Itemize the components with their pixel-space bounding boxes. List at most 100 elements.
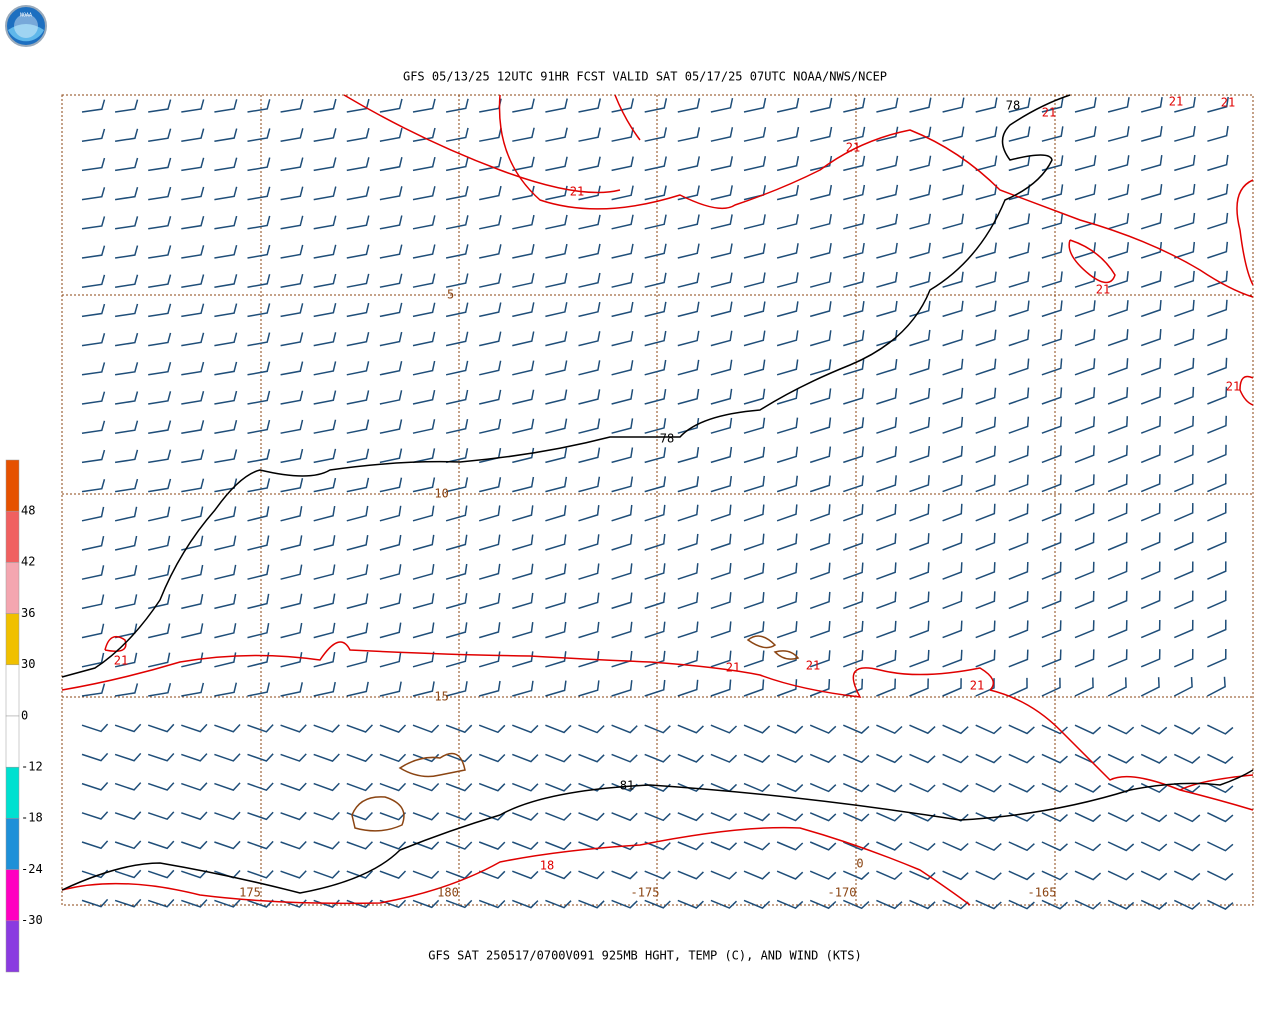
wind-barb — [545, 505, 567, 522]
wind-barb — [909, 387, 931, 405]
wind-barb — [1140, 445, 1161, 464]
wind-barb — [1140, 329, 1162, 347]
colorbar-label: -30 — [21, 913, 43, 927]
wind-barb — [843, 475, 864, 493]
wind-barb — [247, 682, 271, 697]
wind-barb — [776, 243, 799, 259]
wind-barb — [843, 242, 865, 259]
wind-barb — [181, 869, 208, 879]
wind-barb — [412, 651, 435, 668]
wind-barb — [1174, 241, 1196, 259]
wind-barb — [1008, 184, 1031, 201]
wind-barb — [1207, 502, 1227, 522]
wind-barb — [909, 416, 931, 434]
wind-barb — [743, 388, 766, 405]
wind-barb — [379, 505, 402, 522]
wind-barb — [479, 127, 502, 142]
wind-barb — [445, 681, 468, 697]
wind-barb — [478, 622, 501, 639]
wind-barb — [677, 724, 704, 734]
wind-barb — [445, 302, 469, 318]
wind-barb — [1174, 212, 1196, 230]
wind-barb — [147, 869, 175, 879]
wind-barb — [1174, 299, 1195, 318]
wind-barb — [1207, 724, 1234, 735]
wind-barb — [1140, 532, 1161, 551]
temperature-contour — [343, 94, 621, 194]
wind-barb — [313, 448, 337, 464]
wind-barb — [545, 302, 568, 318]
wind-barb — [876, 271, 898, 288]
wind-barb — [81, 303, 106, 318]
wind-barb — [578, 98, 602, 113]
colorbar-label: -18 — [21, 811, 43, 825]
temperature-contour — [104, 635, 127, 652]
wind-barb — [975, 812, 1002, 822]
wind-barb — [644, 214, 667, 230]
wind-barb — [214, 186, 238, 201]
wind-barb — [1041, 620, 1062, 639]
wind-barb — [644, 899, 671, 909]
wind-barb — [909, 213, 932, 230]
wind-barb — [1107, 300, 1129, 318]
wind-barb — [876, 446, 898, 464]
wind-barb — [247, 215, 271, 230]
wind-barb — [412, 477, 436, 493]
wind-barb — [1041, 532, 1062, 551]
wind-barb — [1041, 358, 1063, 376]
wind-barb — [611, 330, 634, 347]
wind-barb — [346, 753, 373, 763]
wind-barb — [942, 503, 963, 522]
wind-barb — [313, 419, 337, 434]
wind-barb — [379, 477, 403, 493]
wind-barb — [843, 330, 865, 347]
wind-barb — [1074, 870, 1102, 881]
wind-barb — [379, 244, 403, 259]
wind-barb — [1041, 753, 1068, 764]
contour-label: 21 — [970, 679, 984, 693]
temperature-contour — [1239, 375, 1254, 406]
wind-barb — [1107, 387, 1129, 405]
colorbar-swatch — [5, 818, 20, 870]
wind-barb — [445, 360, 469, 376]
wind-barb — [1140, 677, 1160, 697]
wind-barb — [1074, 812, 1102, 823]
wind-barb — [776, 155, 800, 172]
wind-barb — [942, 870, 969, 881]
wind-barb — [81, 535, 105, 551]
wind-barb — [677, 185, 700, 201]
wind-barb — [512, 127, 535, 142]
wind-barb — [677, 782, 704, 793]
wind-barb — [148, 420, 172, 434]
wind-barb — [147, 723, 175, 733]
wind-barb — [81, 565, 105, 580]
wind-barb — [743, 533, 765, 551]
wind-barb — [578, 418, 601, 434]
wind-barb — [214, 303, 238, 318]
wind-barb — [611, 447, 634, 464]
wind-barb — [1107, 870, 1135, 881]
wind-barb — [81, 752, 109, 762]
contour-label: 21 — [570, 185, 584, 199]
wind-barb — [975, 649, 996, 668]
island — [746, 635, 777, 649]
wind-barb — [810, 97, 833, 113]
colorbar-swatch — [5, 920, 20, 973]
wind-barb — [1008, 358, 1030, 376]
wind-barb — [412, 563, 435, 580]
wind-barb — [181, 245, 205, 259]
wind-barb — [1008, 899, 1035, 910]
wind-barb — [843, 417, 865, 434]
wind-barb — [975, 416, 997, 434]
colorbar-swatch — [5, 459, 20, 512]
wind-barb — [545, 724, 572, 734]
wind-barb — [181, 332, 205, 347]
wind-barb — [346, 782, 373, 792]
wind-barb — [975, 899, 1002, 910]
wind-barb — [313, 390, 337, 405]
wind-barb — [114, 811, 142, 820]
wind-barb — [1173, 870, 1201, 881]
contour-label: 21 — [1226, 380, 1240, 394]
wind-barb — [843, 446, 865, 464]
latitude-label: -5 — [440, 288, 454, 302]
